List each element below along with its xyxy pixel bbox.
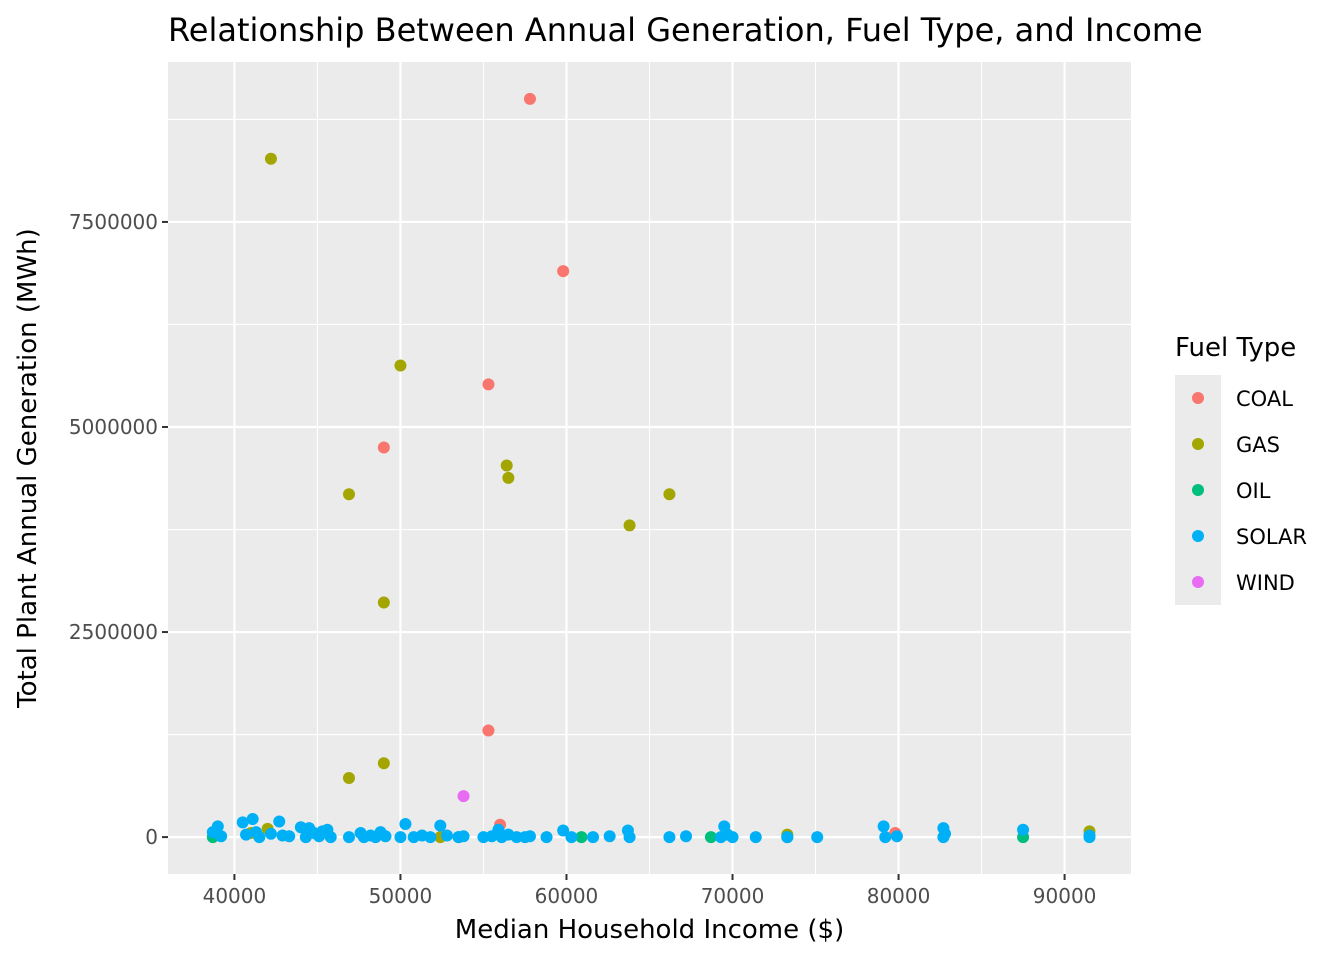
data-point-solar: [273, 815, 286, 828]
y-tick-label: 7500000: [69, 210, 158, 234]
legend-title: Fuel Type: [1175, 333, 1296, 363]
data-point-solar: [781, 831, 794, 844]
x-tick-label: 40000: [203, 884, 267, 908]
data-point-solar: [565, 831, 578, 844]
data-point-gas: [500, 459, 513, 472]
data-point-solar: [1017, 823, 1030, 836]
data-point-solar: [680, 830, 693, 843]
data-point-solar: [379, 830, 392, 843]
data-point-solar: [587, 831, 600, 844]
data-point-solar: [264, 827, 277, 840]
data-point-solar: [890, 830, 903, 843]
data-point-solar: [236, 816, 249, 829]
data-point-gas: [377, 596, 390, 609]
data-point-solar: [623, 831, 636, 844]
legend-label-gas: GAS: [1236, 433, 1280, 457]
data-point-solar: [324, 831, 337, 844]
series-solar: [206, 813, 1096, 844]
legend-label-wind: WIND: [1236, 571, 1295, 595]
legend-key-solar: [1192, 530, 1204, 542]
data-point-solar: [523, 830, 536, 843]
x-tick-label: 70000: [701, 884, 765, 908]
data-point-solar: [603, 830, 616, 843]
data-point-gas: [663, 488, 676, 501]
x-tick-label: 90000: [1033, 884, 1097, 908]
x-axis: 40000 50000 60000 70000 80000 90000: [203, 874, 1097, 908]
data-point-coal: [557, 265, 570, 278]
data-point-gas: [394, 359, 407, 372]
legend-label-oil: OIL: [1236, 479, 1271, 503]
data-point-coal: [482, 378, 495, 391]
data-point-solar: [253, 831, 266, 844]
legend-key-gas: [1192, 438, 1204, 450]
x-tick-label: 60000: [535, 884, 599, 908]
x-axis-title: Median Household Income ($): [455, 915, 844, 945]
data-point-solar: [877, 820, 890, 833]
data-point-solar: [811, 831, 824, 844]
legend-key-wind: [1192, 576, 1204, 588]
data-point-solar: [394, 831, 407, 844]
y-tick-label: 0: [145, 825, 158, 849]
legend: Fuel Type COAL GAS OIL SOLAR WIND: [1175, 333, 1307, 605]
y-tick-label: 5000000: [69, 415, 158, 439]
data-point-wind: [457, 790, 470, 803]
data-point-coal: [377, 441, 390, 454]
data-point-solar: [211, 820, 224, 833]
chart-title: Relationship Between Annual Generation, …: [168, 11, 1203, 49]
x-tick-label: 80000: [867, 884, 931, 908]
data-point-solar: [424, 831, 437, 844]
legend-key-oil: [1192, 484, 1204, 496]
data-point-solar: [749, 831, 762, 844]
data-point-solar: [726, 831, 739, 844]
data-point-solar: [283, 830, 296, 843]
series-wind: [457, 790, 470, 803]
data-points: [206, 92, 1096, 844]
data-point-coal: [523, 92, 536, 105]
data-point-solar: [557, 824, 570, 837]
data-point-oil: [575, 831, 588, 844]
legend-label-solar: SOLAR: [1236, 525, 1307, 549]
y-axis-title: Total Plant Annual Generation (MWh): [13, 228, 43, 709]
data-point-solar: [1083, 831, 1096, 844]
data-point-solar: [540, 831, 553, 844]
y-axis: 0 2500000 5000000 7500000: [69, 210, 168, 849]
data-point-solar: [342, 831, 355, 844]
data-point-solar: [937, 831, 950, 844]
data-point-solar: [215, 830, 228, 843]
x-tick-label: 50000: [369, 884, 433, 908]
data-point-gas: [623, 519, 636, 532]
data-point-solar: [510, 831, 523, 844]
data-point-solar: [440, 829, 453, 842]
data-point-solar: [663, 831, 676, 844]
data-point-solar: [240, 828, 253, 841]
minor-gridlines: [168, 62, 1131, 874]
legend-entries: COAL GAS OIL SOLAR WIND: [1192, 387, 1307, 595]
data-point-oil: [704, 831, 717, 844]
data-point-coal: [482, 724, 495, 737]
legend-key-coal: [1192, 392, 1204, 404]
data-point-gas: [264, 152, 277, 165]
data-point-solar: [457, 830, 470, 843]
data-point-solar: [879, 831, 892, 844]
data-point-gas: [342, 772, 355, 785]
data-point-gas: [377, 757, 390, 770]
data-point-solar: [434, 819, 447, 832]
data-point-gas: [502, 471, 515, 484]
data-point-gas: [342, 488, 355, 501]
y-tick-label: 2500000: [69, 620, 158, 644]
data-point-solar: [246, 813, 259, 826]
data-point-solar: [399, 817, 412, 830]
legend-label-coal: COAL: [1236, 387, 1293, 411]
